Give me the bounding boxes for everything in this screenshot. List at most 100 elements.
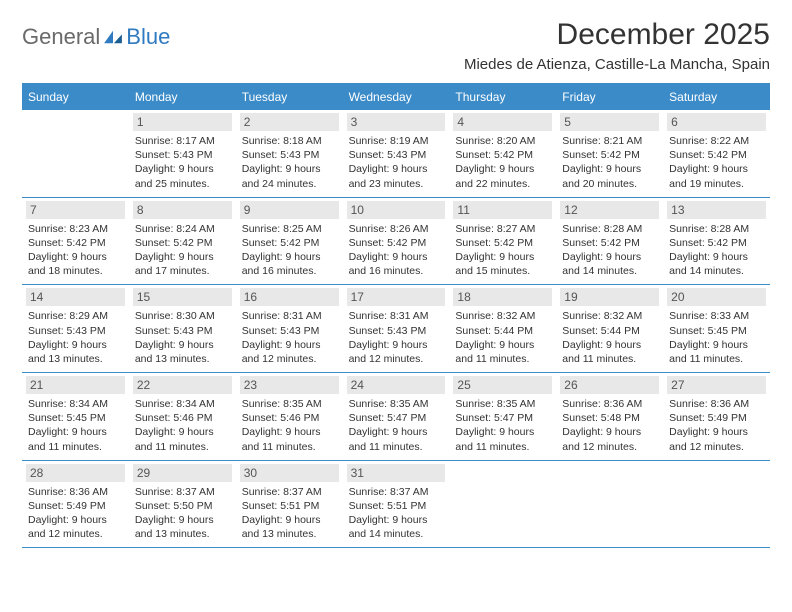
sunrise-text: Sunrise: 8:33 AM [669,309,766,323]
sunset-text: Sunset: 5:43 PM [242,148,339,162]
day-cell [22,110,129,197]
daylight-text: Daylight: 9 hours and 22 minutes. [455,162,552,190]
week-row: 28Sunrise: 8:36 AMSunset: 5:49 PMDayligh… [22,461,770,549]
dow-cell: Sunday [22,85,129,110]
day-cell [449,461,556,548]
sunset-text: Sunset: 5:43 PM [135,324,232,338]
sunset-text: Sunset: 5:48 PM [562,411,659,425]
sunset-text: Sunset: 5:42 PM [349,236,446,250]
day-details: Sunrise: 8:19 AMSunset: 5:43 PMDaylight:… [347,134,446,191]
sunset-text: Sunset: 5:47 PM [349,411,446,425]
title-block: December 2025 Miedes de Atienza, Castill… [464,18,770,73]
daylight-text: Daylight: 9 hours and 11 minutes. [135,425,232,453]
sunrise-text: Sunrise: 8:36 AM [562,397,659,411]
day-details: Sunrise: 8:32 AMSunset: 5:44 PMDaylight:… [560,309,659,366]
sunset-text: Sunset: 5:42 PM [135,236,232,250]
daylight-text: Daylight: 9 hours and 16 minutes. [242,250,339,278]
day-number: 6 [667,113,766,131]
dow-cell: Wednesday [343,85,450,110]
sunset-text: Sunset: 5:43 PM [242,324,339,338]
sunrise-text: Sunrise: 8:35 AM [242,397,339,411]
daylight-text: Daylight: 9 hours and 13 minutes. [135,513,232,541]
day-details: Sunrise: 8:33 AMSunset: 5:45 PMDaylight:… [667,309,766,366]
day-cell: 13Sunrise: 8:28 AMSunset: 5:42 PMDayligh… [663,198,770,285]
day-details: Sunrise: 8:23 AMSunset: 5:42 PMDaylight:… [26,222,125,279]
location: Miedes de Atienza, Castille-La Mancha, S… [464,56,770,73]
day-details: Sunrise: 8:29 AMSunset: 5:43 PMDaylight:… [26,309,125,366]
day-cell: 25Sunrise: 8:35 AMSunset: 5:47 PMDayligh… [449,373,556,460]
sunrise-text: Sunrise: 8:20 AM [455,134,552,148]
daylight-text: Daylight: 9 hours and 14 minutes. [562,250,659,278]
sunset-text: Sunset: 5:46 PM [135,411,232,425]
day-details: Sunrise: 8:22 AMSunset: 5:42 PMDaylight:… [667,134,766,191]
day-cell: 15Sunrise: 8:30 AMSunset: 5:43 PMDayligh… [129,285,236,372]
sunrise-text: Sunrise: 8:35 AM [349,397,446,411]
sunset-text: Sunset: 5:47 PM [455,411,552,425]
day-cell: 5 Sunrise: 8:21 AMSunset: 5:42 PMDaylight… [556,110,663,197]
logo: General Blue [22,24,170,50]
day-number: 3 [347,113,446,131]
sunrise-text: Sunrise: 8:29 AM [28,309,125,323]
sunset-text: Sunset: 5:44 PM [562,324,659,338]
sunrise-text: Sunrise: 8:19 AM [349,134,446,148]
day-details: Sunrise: 8:36 AMSunset: 5:49 PMDaylight:… [26,485,125,542]
day-cell [556,461,663,548]
day-cell: 4Sunrise: 8:20 AMSunset: 5:42 PMDaylight… [449,110,556,197]
day-details: Sunrise: 8:35 AMSunset: 5:47 PMDaylight:… [347,397,446,454]
daylight-text: Daylight: 9 hours and 17 minutes. [135,250,232,278]
day-number: 5 [560,113,659,131]
sunrise-text: Sunrise: 8:26 AM [349,222,446,236]
day-details: Sunrise: 8:21 AMSunset: 5:42 PMDaylight:… [560,134,659,191]
sunset-text: Sunset: 5:42 PM [669,236,766,250]
daylight-text: Daylight: 9 hours and 11 minutes. [669,338,766,366]
day-details: Sunrise: 8:34 AMSunset: 5:46 PMDaylight:… [133,397,232,454]
sunset-text: Sunset: 5:43 PM [349,148,446,162]
daylight-text: Daylight: 9 hours and 12 minutes. [242,338,339,366]
day-number: 25 [453,376,552,394]
sunrise-text: Sunrise: 8:37 AM [349,485,446,499]
day-details: Sunrise: 8:27 AMSunset: 5:42 PMDaylight:… [453,222,552,279]
sunset-text: Sunset: 5:42 PM [562,236,659,250]
sunset-text: Sunset: 5:42 PM [28,236,125,250]
dow-cell: Saturday [663,85,770,110]
day-number: 19 [560,288,659,306]
sunrise-text: Sunrise: 8:30 AM [135,309,232,323]
daylight-text: Daylight: 9 hours and 11 minutes. [455,425,552,453]
day-number: 1 [133,113,232,131]
sunrise-text: Sunrise: 8:36 AM [669,397,766,411]
sunset-text: Sunset: 5:49 PM [28,499,125,513]
daylight-text: Daylight: 9 hours and 11 minutes. [349,425,446,453]
day-cell: 14 Sunrise: 8:29 AMSunset: 5:43 PMDayligh… [22,285,129,372]
sunrise-text: Sunrise: 8:34 AM [28,397,125,411]
sunrise-text: Sunrise: 8:32 AM [455,309,552,323]
sunrise-text: Sunrise: 8:18 AM [242,134,339,148]
daylight-text: Daylight: 9 hours and 11 minutes. [28,425,125,453]
day-cell: 31Sunrise: 8:37 AMSunset: 5:51 PMDayligh… [343,461,450,548]
sunrise-text: Sunrise: 8:25 AM [242,222,339,236]
day-number: 13 [667,201,766,219]
day-cell: 29Sunrise: 8:37 AMSunset: 5:50 PMDayligh… [129,461,236,548]
day-number: 20 [667,288,766,306]
days-of-week-row: SundayMondayTuesdayWednesdayThursdayFrid… [22,85,770,110]
day-cell: 3 Sunrise: 8:19 AMSunset: 5:43 PMDaylight… [343,110,450,197]
daylight-text: Daylight: 9 hours and 12 minutes. [349,338,446,366]
daylight-text: Daylight: 9 hours and 11 minutes. [242,425,339,453]
sunset-text: Sunset: 5:51 PM [242,499,339,513]
day-cell: 16Sunrise: 8:31 AMSunset: 5:43 PMDayligh… [236,285,343,372]
dow-cell: Thursday [449,85,556,110]
dow-cell: Friday [556,85,663,110]
sunset-text: Sunset: 5:42 PM [242,236,339,250]
day-details: Sunrise: 8:17 AMSunset: 5:43 PMDaylight:… [133,134,232,191]
sunset-text: Sunset: 5:42 PM [455,236,552,250]
sunrise-text: Sunrise: 8:21 AM [562,134,659,148]
day-cell: 23Sunrise: 8:35 AMSunset: 5:46 PMDayligh… [236,373,343,460]
daylight-text: Daylight: 9 hours and 13 minutes. [242,513,339,541]
day-cell: 30Sunrise: 8:37 AMSunset: 5:51 PMDayligh… [236,461,343,548]
sunrise-text: Sunrise: 8:37 AM [135,485,232,499]
day-number: 14 [26,288,125,306]
daylight-text: Daylight: 9 hours and 25 minutes. [135,162,232,190]
daylight-text: Daylight: 9 hours and 12 minutes. [562,425,659,453]
daylight-text: Daylight: 9 hours and 13 minutes. [135,338,232,366]
daylight-text: Daylight: 9 hours and 19 minutes. [669,162,766,190]
sunset-text: Sunset: 5:51 PM [349,499,446,513]
